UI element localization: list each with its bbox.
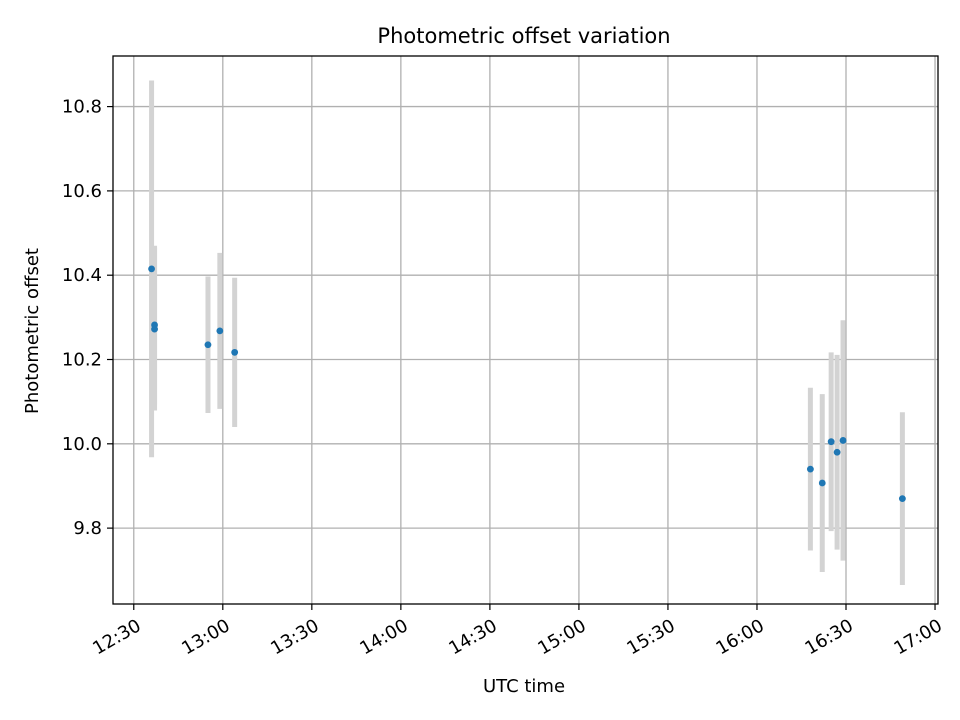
data-point <box>839 437 847 444</box>
data-point <box>148 265 155 273</box>
x-tick-label: 15:30 <box>623 615 678 659</box>
x-axis-label: UTC time <box>483 676 565 697</box>
y-axis-label: Photometric offset <box>22 248 43 414</box>
data-point <box>204 341 212 349</box>
data-point <box>231 348 239 356</box>
data-point <box>833 448 841 456</box>
y-tick-label: 10.4 <box>62 265 102 286</box>
data-point <box>216 327 224 335</box>
plot-frame <box>112 55 939 605</box>
axis-ticks: 12:30 13:00 13:30 14:00 14:30 15:00 15:30 16:00… <box>62 97 946 660</box>
x-tick-label: 14:00 <box>356 615 411 659</box>
error-bars <box>149 80 905 586</box>
y-tick-label: 10.8 <box>62 97 102 118</box>
y-tick-label: 10.2 <box>62 350 102 371</box>
x-tick-label: 16:00 <box>712 615 767 659</box>
y-tick-label: 9.8 <box>73 518 102 539</box>
y-tick-label: 10.6 <box>62 181 102 202</box>
x-tick-label: 17:00 <box>891 615 946 659</box>
x-tick-label: 14:30 <box>445 615 500 659</box>
data-point <box>898 495 906 503</box>
chart-title: Photometric offset variation <box>377 24 670 48</box>
data-point <box>827 438 835 446</box>
data-point <box>151 321 158 329</box>
x-tick-label: 13:00 <box>178 615 233 659</box>
grid <box>113 56 938 604</box>
x-tick-label: 15:00 <box>534 615 589 659</box>
x-tick-label: 16:30 <box>801 615 856 659</box>
data-points <box>148 265 906 503</box>
x-tick-label: 12:30 <box>89 615 144 659</box>
data-point <box>806 465 814 473</box>
data-point <box>818 479 826 487</box>
x-tick-label: 13:30 <box>267 615 322 659</box>
y-tick-label: 10.0 <box>62 434 102 455</box>
